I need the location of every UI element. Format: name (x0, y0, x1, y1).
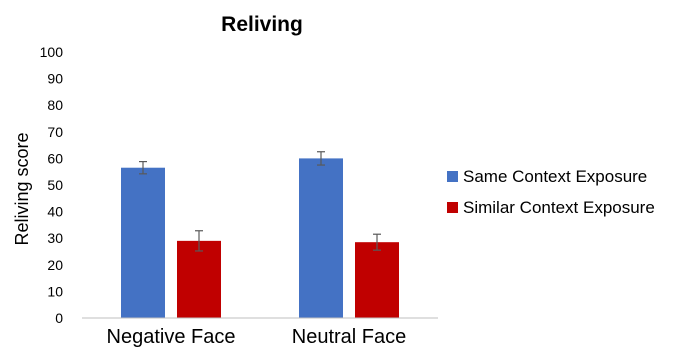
category-labels: Negative Face Neutral Face (107, 326, 407, 348)
x-tick-label: Neutral Face (292, 326, 407, 348)
y-tick-label: 50 (47, 177, 63, 193)
y-tick-label: 40 (47, 204, 63, 220)
y-tick-label: 100 (40, 44, 64, 60)
legend-label: Same Context Exposure (463, 167, 647, 186)
y-tick-label: 20 (47, 257, 63, 273)
y-axis-ticks: 0 10 20 30 40 50 60 70 80 90 100 (40, 44, 64, 326)
bar (121, 167, 165, 318)
y-tick-label: 60 (47, 150, 63, 166)
legend-swatch (447, 171, 458, 182)
y-axis-label: Reliving score (12, 132, 32, 245)
bar (177, 240, 221, 318)
y-tick-label: 30 (47, 230, 63, 246)
y-tick-label: 0 (55, 310, 63, 326)
legend: Same Context Exposure Similar Context Exp… (447, 167, 655, 217)
legend-label: Similar Context Exposure (463, 198, 655, 217)
bars (121, 151, 399, 318)
legend-swatch (447, 202, 458, 213)
bar (299, 158, 343, 318)
chart-title: Reliving (221, 13, 303, 36)
bar (355, 242, 399, 318)
y-tick-label: 70 (47, 124, 63, 140)
x-tick-label: Negative Face (107, 326, 236, 348)
y-tick-label: 90 (47, 71, 63, 87)
y-tick-label: 10 (47, 283, 63, 299)
y-tick-label: 80 (47, 97, 63, 113)
